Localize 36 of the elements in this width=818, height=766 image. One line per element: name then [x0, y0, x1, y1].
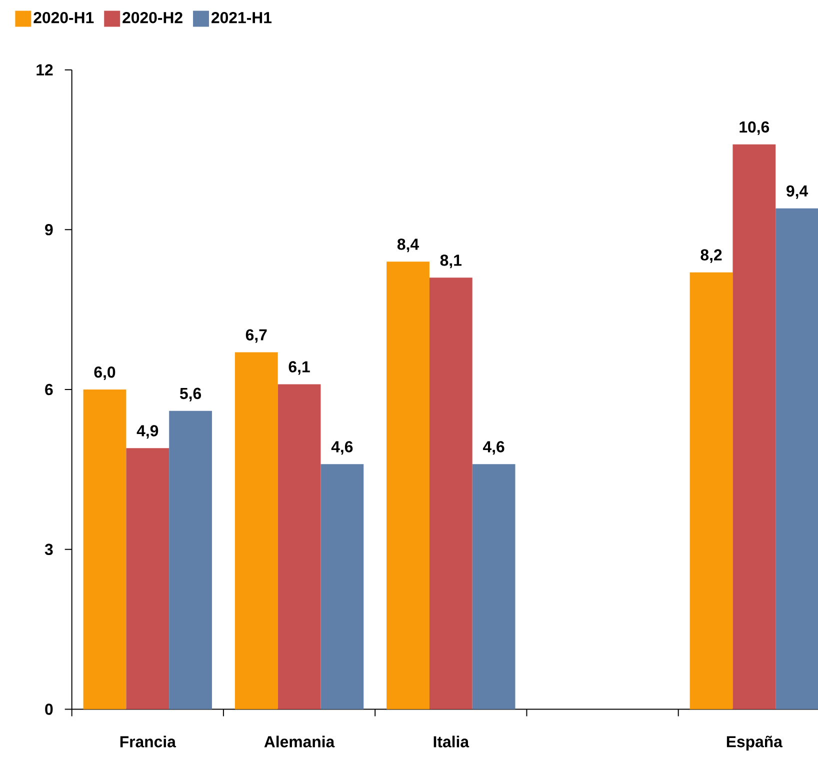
bar [126, 448, 170, 710]
data-label: 4,6 [331, 441, 353, 455]
x-tick-label: Francia [120, 736, 176, 748]
legend-label: 2020-H2 [122, 12, 182, 24]
y-tick-label: 9 [45, 224, 53, 236]
bar [429, 278, 472, 710]
data-label: 8,2 [700, 249, 722, 263]
data-label: 6,7 [246, 329, 267, 343]
y-tick-label: 12 [36, 64, 53, 76]
data-label: 9,4 [786, 185, 808, 199]
y-tick-label: 0 [45, 704, 53, 715]
bar [472, 464, 516, 710]
data-label: 5,6 [180, 388, 202, 402]
legend-label: 2021-H1 [212, 12, 272, 24]
bar [732, 144, 776, 710]
bar [690, 272, 733, 710]
bar [234, 352, 278, 710]
data-label: 8,4 [397, 238, 419, 252]
bar [278, 384, 321, 710]
data-label: 6,0 [94, 366, 116, 380]
bar [386, 262, 430, 710]
y-tick-label: 6 [45, 384, 53, 396]
data-label: 8,1 [440, 254, 462, 268]
bar [320, 464, 364, 710]
data-label: 4,6 [482, 441, 504, 455]
x-tick-label: España [726, 736, 783, 750]
x-tick-label: Italia [434, 736, 470, 748]
data-label: 10,6 [740, 121, 770, 135]
bar [776, 208, 818, 710]
bar [169, 410, 212, 710]
data-label: 6,1 [288, 361, 310, 375]
data-label: 4,9 [136, 425, 158, 439]
y-tick-label: 3 [44, 544, 53, 555]
bar [83, 389, 126, 710]
legend-label: 2020-H1 [34, 12, 94, 24]
x-tick-label: Alemania [264, 736, 335, 748]
